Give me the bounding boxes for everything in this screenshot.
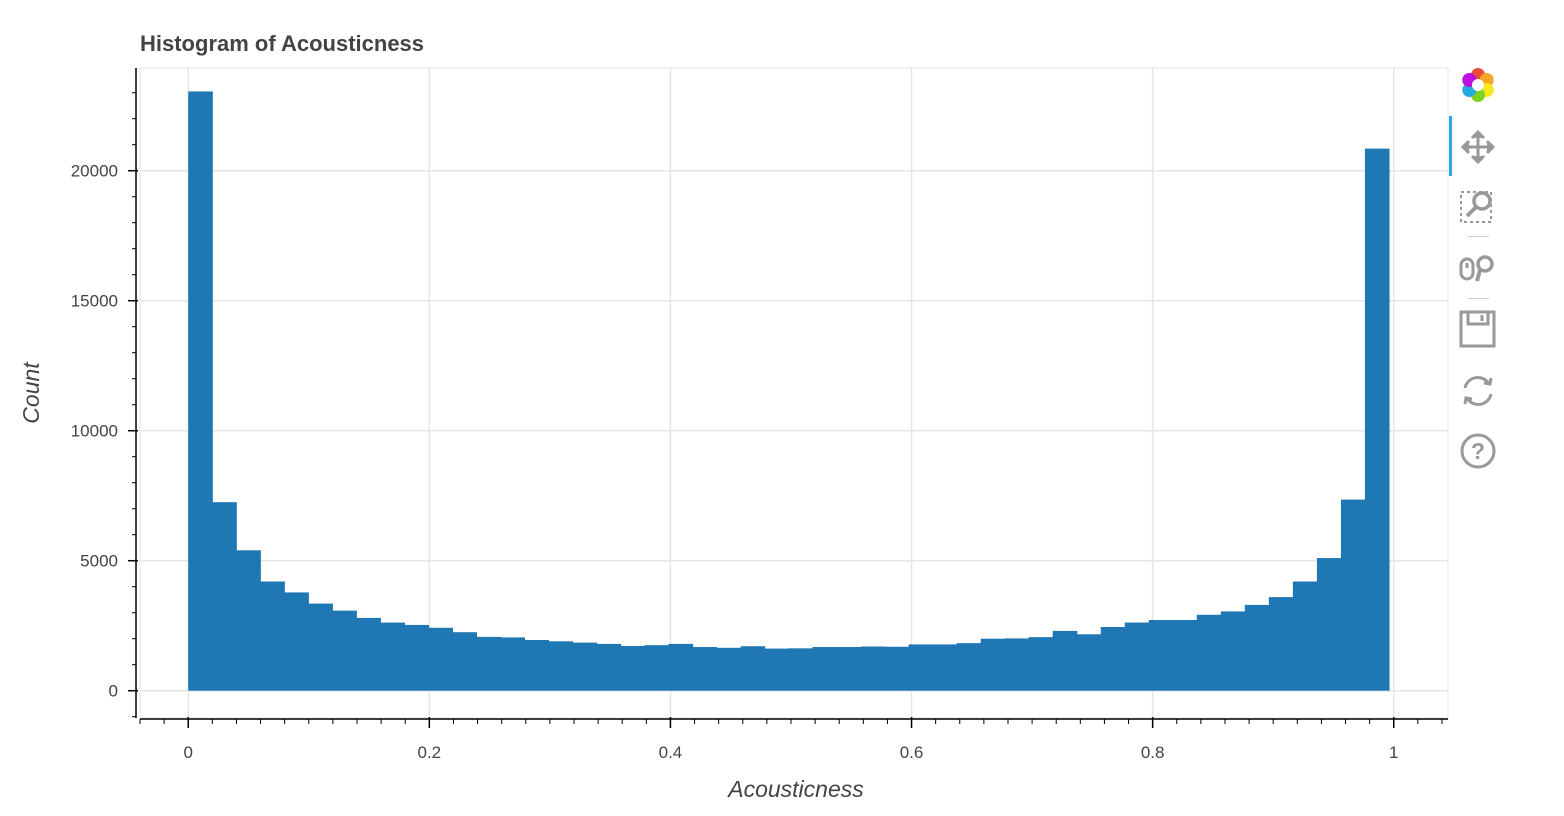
wheel-zoom-icon[interactable]: [1457, 248, 1499, 290]
histogram-bar: [1052, 630, 1078, 691]
toolbar-divider: [1467, 236, 1489, 237]
histogram-bar: [668, 643, 694, 691]
x-tick-label: 0.6: [900, 743, 924, 762]
histogram-bar: [1268, 597, 1294, 691]
histogram-bar: [404, 624, 429, 691]
histogram-bar: [1340, 499, 1366, 691]
histogram-bar: [980, 638, 1006, 691]
histogram-bar: [884, 646, 910, 691]
svg-text:?: ?: [1471, 438, 1485, 464]
histogram-bar: [1028, 637, 1054, 691]
bars: [188, 91, 1390, 691]
histogram-bar: [716, 647, 742, 691]
histogram-bar: [836, 647, 862, 691]
y-tick-label: 5000: [80, 552, 118, 571]
histogram-bar: [308, 603, 333, 691]
histogram-bar: [1364, 148, 1390, 691]
histogram-bar: [428, 627, 453, 691]
histogram-bar: [548, 641, 574, 691]
plot-frame: [139, 67, 1449, 719]
histogram-bar: [1148, 619, 1174, 691]
histogram-bar: [212, 502, 237, 691]
y-tick-label: 15000: [71, 292, 118, 311]
histogram-bar: [812, 647, 838, 691]
histogram-bar: [1124, 622, 1150, 691]
x-tick-label: 0.8: [1141, 743, 1165, 762]
help-icon[interactable]: ?: [1457, 430, 1499, 472]
x-tick-label: 1: [1389, 743, 1398, 762]
histogram-bar: [1172, 619, 1198, 691]
histogram-bar: [908, 644, 934, 691]
active-tool-indicator: [1449, 116, 1452, 176]
histogram-bar: [452, 632, 477, 691]
histogram-bar: [1076, 634, 1102, 691]
y-axis-title: Count: [18, 361, 44, 424]
histogram-bar: [932, 644, 958, 691]
histogram-bar: [188, 91, 213, 691]
histogram-bar: [260, 581, 285, 691]
histogram-bar: [1220, 611, 1246, 691]
histogram-bar: [1244, 604, 1270, 691]
y-tick-label: 20000: [71, 162, 118, 181]
x-axis-title: Acousticness: [726, 776, 864, 802]
histogram-bar: [956, 643, 982, 691]
histogram-bar: [596, 643, 622, 691]
x-tick-label: 0.2: [418, 743, 442, 762]
box-zoom-icon[interactable]: [1457, 186, 1499, 228]
y-tick-label: 0: [109, 682, 118, 701]
histogram-bar: [1316, 558, 1342, 691]
chart-toolbar: ?: [1449, 60, 1509, 480]
bokeh-logo-icon[interactable]: [1457, 64, 1499, 106]
histogram-bar: [740, 646, 766, 691]
histogram-bar: [332, 610, 357, 691]
histogram-bar: [572, 642, 598, 691]
histogram-bar: [788, 648, 814, 691]
y-tick-label: 10000: [71, 422, 118, 441]
toolbar-divider: [1467, 298, 1489, 299]
histogram-bar: [1100, 627, 1126, 691]
chart-title: Histogram of Acousticness: [140, 31, 424, 56]
x-tick-label: 0.4: [659, 743, 683, 762]
histogram-bar: [860, 646, 886, 691]
histogram-bar: [692, 647, 718, 691]
axes: 0 5000 10000 15000 20000 0 0.2 0.4 0.6 0.8 1: [71, 68, 1448, 762]
histogram-bar: [1004, 638, 1030, 691]
histogram-bar: [356, 617, 381, 691]
histogram-bar: [380, 622, 405, 691]
histogram-bar: [500, 637, 526, 691]
histogram-bar: [764, 648, 790, 691]
histogram-bar: [644, 645, 670, 691]
histogram-bar: [1292, 581, 1318, 691]
histogram-bar: [1196, 614, 1222, 691]
x-tick-label: 0: [183, 743, 192, 762]
histogram-bar: [524, 640, 550, 691]
histogram-bar: [620, 645, 646, 691]
reset-icon[interactable]: [1457, 370, 1499, 412]
histogram-bar: [476, 636, 502, 691]
histogram-bar: [284, 592, 309, 691]
pan-icon[interactable]: [1457, 126, 1499, 168]
histogram-bar: [236, 550, 261, 691]
save-icon[interactable]: [1457, 308, 1499, 350]
